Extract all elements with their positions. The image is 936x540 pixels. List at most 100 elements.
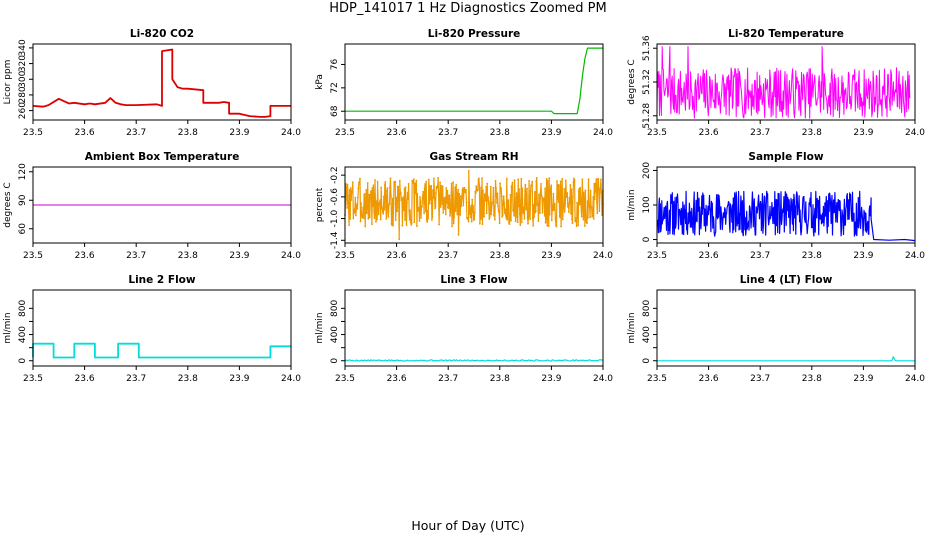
data-point bbox=[543, 197, 545, 200]
x-tick-label: 23.9 bbox=[853, 251, 873, 261]
data-point bbox=[443, 208, 446, 211]
data-point bbox=[485, 212, 488, 215]
data-point bbox=[421, 197, 424, 200]
data-point bbox=[586, 200, 589, 203]
data-point bbox=[395, 204, 398, 206]
data-point bbox=[454, 186, 456, 189]
data-point bbox=[560, 195, 563, 198]
data-point bbox=[592, 196, 595, 198]
data-point bbox=[520, 177, 523, 180]
data-point bbox=[354, 196, 357, 199]
data-point bbox=[564, 179, 567, 182]
data-point bbox=[523, 206, 525, 209]
panel-sample: Sample Flow ml/min 23.5 23.6 23.7 23.8 23.9 24.… bbox=[627, 151, 925, 261]
data-point bbox=[571, 222, 574, 225]
data-point bbox=[570, 212, 572, 215]
data-point bbox=[481, 223, 484, 226]
data-point bbox=[497, 204, 499, 207]
data-point bbox=[367, 217, 370, 220]
data-point bbox=[455, 199, 458, 202]
data-point bbox=[474, 192, 477, 194]
data-point bbox=[595, 201, 598, 204]
data-point bbox=[434, 205, 437, 208]
data-point bbox=[429, 198, 432, 201]
data-point bbox=[359, 177, 361, 180]
x-tick-label: 23.6 bbox=[699, 128, 719, 138]
data-point bbox=[384, 181, 387, 183]
data-point bbox=[546, 224, 549, 227]
data-point bbox=[489, 200, 492, 203]
data-point bbox=[377, 213, 380, 216]
data-point bbox=[599, 190, 601, 192]
x-tick-label: 24.0 bbox=[905, 251, 925, 261]
data-point bbox=[535, 180, 538, 183]
panel-title: Li-820 CO2 bbox=[130, 28, 194, 40]
data-point bbox=[348, 189, 351, 191]
data-point bbox=[591, 215, 593, 218]
plot-frame bbox=[32, 166, 292, 244]
data-point bbox=[566, 205, 569, 208]
x-tick-label: 23.7 bbox=[438, 128, 458, 138]
data-point bbox=[594, 191, 597, 193]
data-point bbox=[444, 196, 447, 199]
series-line-line2 bbox=[32, 342, 291, 359]
data-point bbox=[563, 210, 566, 213]
data-point bbox=[450, 182, 453, 185]
data-point bbox=[370, 189, 373, 192]
data-point bbox=[478, 184, 481, 187]
data-point bbox=[373, 210, 375, 213]
y-axis-label: ml/min bbox=[627, 189, 637, 220]
data-point bbox=[555, 225, 558, 228]
data-point bbox=[356, 203, 358, 206]
y-tick-label: 0 bbox=[330, 358, 340, 364]
data-point bbox=[463, 189, 465, 192]
data-point bbox=[492, 201, 494, 204]
data-point bbox=[581, 194, 584, 197]
data-point bbox=[495, 194, 498, 197]
data-point bbox=[524, 190, 526, 192]
data-point bbox=[405, 206, 407, 209]
x-tick-label: 23.6 bbox=[387, 128, 407, 138]
data-point bbox=[357, 187, 360, 190]
data-point bbox=[423, 187, 426, 190]
data-point bbox=[595, 178, 598, 180]
data-point bbox=[453, 207, 456, 210]
data-point bbox=[490, 204, 493, 207]
x-tick-label: 24.0 bbox=[593, 251, 613, 261]
data-point bbox=[556, 198, 559, 201]
x-tick-label: 23.9 bbox=[541, 374, 561, 384]
y-tick-label: 260 bbox=[18, 102, 28, 119]
y-tick-label: 320 bbox=[18, 55, 28, 72]
data-point bbox=[483, 215, 485, 218]
x-tick-label: 23.5 bbox=[335, 251, 355, 261]
data-point bbox=[457, 188, 460, 191]
data-point bbox=[352, 217, 355, 220]
data-point bbox=[494, 179, 497, 182]
y-tick-label: 68 bbox=[330, 105, 340, 117]
data-point bbox=[600, 191, 603, 194]
data-point bbox=[536, 204, 539, 207]
data-point bbox=[458, 192, 461, 195]
x-tick-label: 23.8 bbox=[490, 128, 510, 138]
data-point bbox=[561, 218, 564, 221]
data-point bbox=[588, 206, 591, 209]
data-point bbox=[416, 192, 419, 195]
panel-rh: Gas Stream RH percent 23.5 23.6 23.7 23.8 23.9… bbox=[315, 151, 613, 261]
data-point bbox=[460, 205, 463, 208]
data-point bbox=[525, 208, 527, 211]
data-point bbox=[427, 217, 430, 220]
data-point bbox=[485, 185, 488, 188]
data-point bbox=[518, 213, 521, 216]
data-point bbox=[449, 211, 452, 214]
data-point bbox=[559, 216, 561, 219]
data-point bbox=[420, 217, 422, 219]
data-point bbox=[375, 200, 378, 203]
data-point bbox=[469, 206, 471, 209]
data-point bbox=[451, 207, 454, 210]
x-tick-label: 23.6 bbox=[387, 251, 407, 261]
panel-line3: Line 3 Flow ml/min 23.5 23.6 23.7 23.8 23.9 24.… bbox=[315, 274, 613, 384]
data-point bbox=[456, 191, 459, 194]
data-point bbox=[384, 206, 387, 208]
data-point bbox=[439, 181, 441, 184]
